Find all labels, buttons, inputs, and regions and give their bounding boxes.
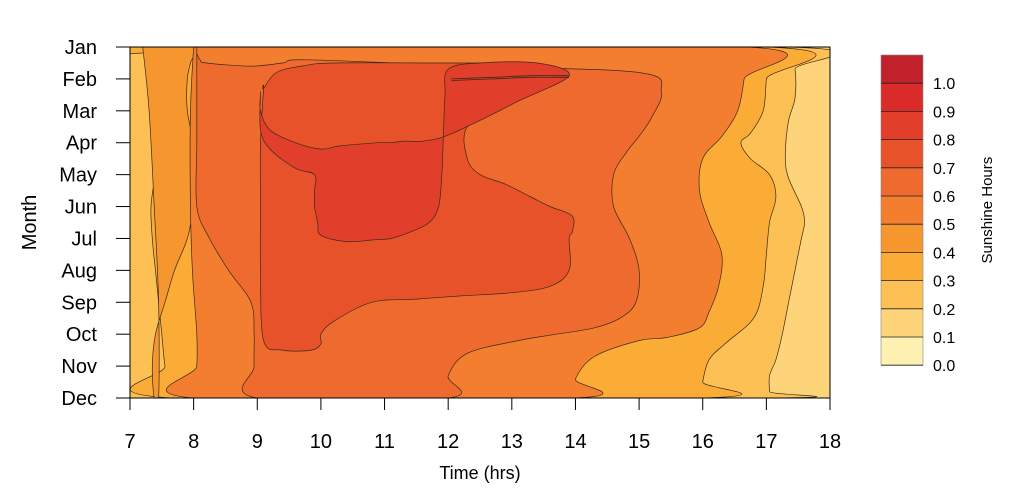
legend-level-label: 0.9 [933,104,955,121]
legend-swatch [881,224,923,253]
x-tick-label: 9 [252,431,263,453]
contour-line-1 [451,76,570,81]
x-tick-label: 13 [501,431,523,453]
plot-frame [129,46,831,399]
x-tick-label: 14 [564,431,586,453]
x-tick-label: 12 [437,431,459,453]
legend-swatch [881,55,923,84]
legend-level-label: 1.0 [933,76,955,93]
legend-level-label: 0.5 [933,217,955,234]
legend-swatch [881,167,923,197]
y-tick-label: Apr [66,133,97,155]
y-tick-label: Mar [63,101,98,123]
contour-region-0-3 [140,47,198,398]
contour-fill-layer [130,47,830,398]
color-legend: 1.0 0.9 0.8 0.7 0.6 0.5 0.4 0.3 0.2 0.1 0.0 [880,54,955,375]
y-tick-label: Nov [61,356,97,378]
x-tick-label: 11 [374,431,395,453]
x-tick-label: 18 [819,431,841,453]
legend-swatch [881,308,923,338]
legend-level-label: 0.7 [933,161,955,178]
color-legend-title: Sunshine Hours [979,157,996,264]
x-tick-label: 15 [628,431,650,453]
x-tick-label: 10 [310,431,332,453]
x-tick-label: 8 [188,431,199,453]
x-axis: 7 8 9 10 11 12 13 14 15 16 17 18 [124,398,841,453]
y-tick-label: Feb [63,69,97,91]
legend-level-label: 0.0 [933,358,955,375]
legend-swatch [881,83,923,112]
legend-level-label: 0.1 [933,330,955,347]
legend-level-label: 0.4 [933,245,955,262]
legend-level-label: 0.3 [933,274,955,291]
legend-level-label: 0.6 [933,189,955,206]
y-tick-label: Jun [65,197,97,219]
contour-line-0 [451,75,570,80]
x-axis-title: Time (hrs) [439,463,520,483]
x-tick-label: 7 [124,431,135,453]
legend-swatch [881,252,923,282]
legend-swatch [881,280,923,310]
legend-swatch [881,111,923,141]
y-tick-label: May [59,165,97,187]
y-axis-title: Month [19,195,41,251]
x-tick-label: 16 [692,431,714,453]
contour-line-layer [451,75,570,81]
y-tick-label: Jul [71,228,97,250]
legend-level-label: 0.2 [933,302,955,319]
legend-swatch [881,337,923,366]
legend-level-label: 0.8 [933,133,955,150]
legend-swatch [881,196,923,225]
y-axis: Jan Feb Mar Apr May Jun Jul Aug Sep Oct Nov Dec [59,37,130,410]
y-tick-label: Jan [65,37,97,59]
legend-swatch [881,139,923,169]
y-tick-label: Aug [61,260,97,282]
y-tick-label: Oct [66,324,98,346]
contour-region-0-7 [259,61,570,243]
y-tick-label: Dec [61,388,97,410]
y-tick-label: Sep [61,292,97,314]
x-tick-label: 17 [755,431,777,453]
